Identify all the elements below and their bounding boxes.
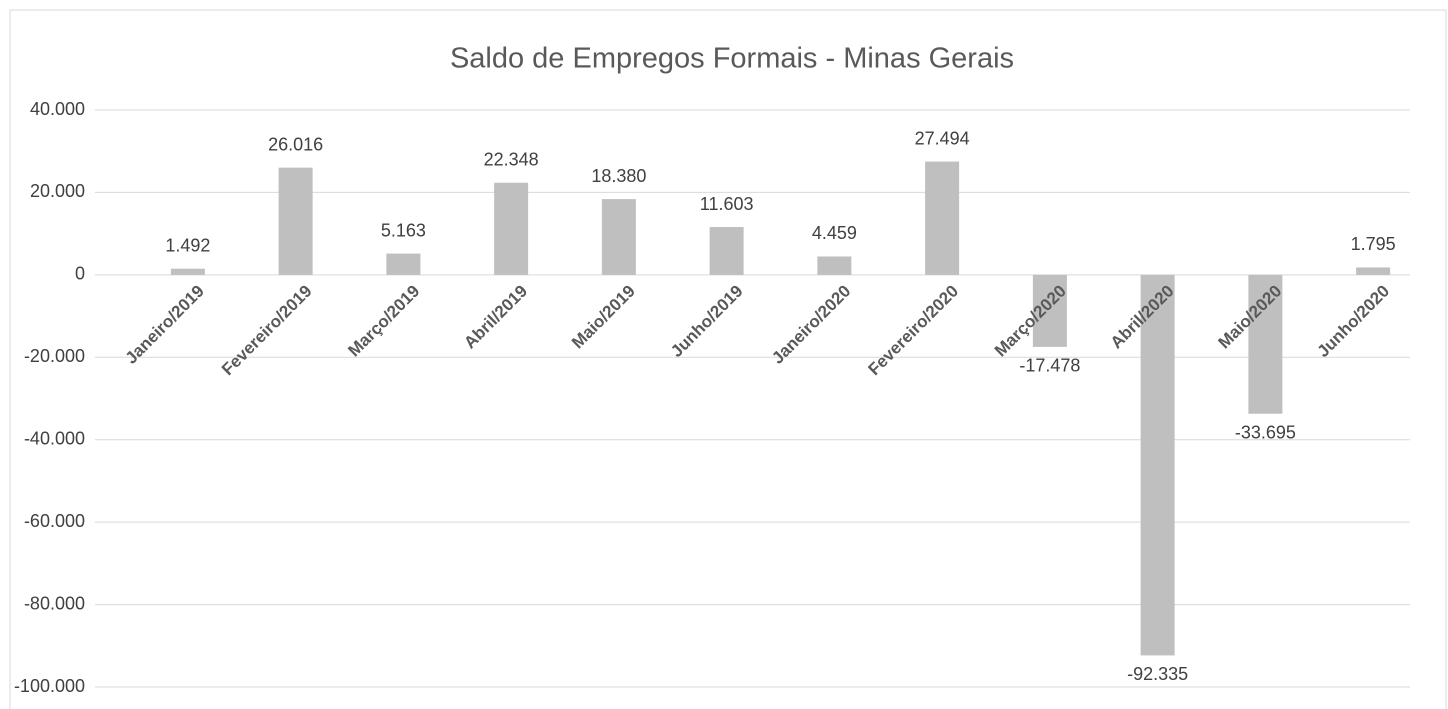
bar	[1356, 267, 1391, 275]
bar	[817, 256, 852, 275]
data-label: 11.603	[700, 194, 754, 214]
data-label: -92.335	[1127, 664, 1188, 684]
y-tick-label: 0	[75, 264, 85, 284]
y-tick-label: -20.000	[24, 346, 85, 366]
chart-border	[9, 9, 1447, 709]
data-label: -33.695	[1235, 422, 1296, 442]
bar	[1032, 274, 1067, 347]
data-label: 1.492	[165, 235, 210, 255]
data-label: 4.459	[812, 223, 857, 243]
y-tick-label: -60.000	[24, 511, 85, 531]
bar	[1248, 274, 1283, 414]
data-label: -17.478	[1019, 356, 1080, 376]
data-label: 26.016	[268, 134, 323, 154]
bar	[494, 182, 529, 275]
data-label: 1.795	[1351, 234, 1396, 254]
bar	[709, 227, 744, 275]
data-label: 18.380	[591, 166, 646, 186]
bar	[278, 167, 313, 275]
chart-title: Saldo de Empregos Formais - Minas Gerais	[450, 43, 1014, 75]
bar	[925, 161, 960, 275]
data-label: 22.348	[484, 150, 539, 170]
bar	[601, 199, 636, 275]
data-label: 27.494	[915, 128, 970, 148]
data-label: 5.163	[381, 220, 426, 240]
y-tick-label: -80.000	[24, 593, 85, 613]
y-tick-label: 40.000	[30, 99, 85, 119]
bar	[170, 268, 205, 275]
y-tick-label: -100.000	[14, 676, 85, 696]
y-tick-label: 20.000	[30, 181, 85, 201]
bar	[386, 253, 421, 275]
bar	[1140, 274, 1175, 656]
y-tick-label: -40.000	[24, 428, 85, 448]
